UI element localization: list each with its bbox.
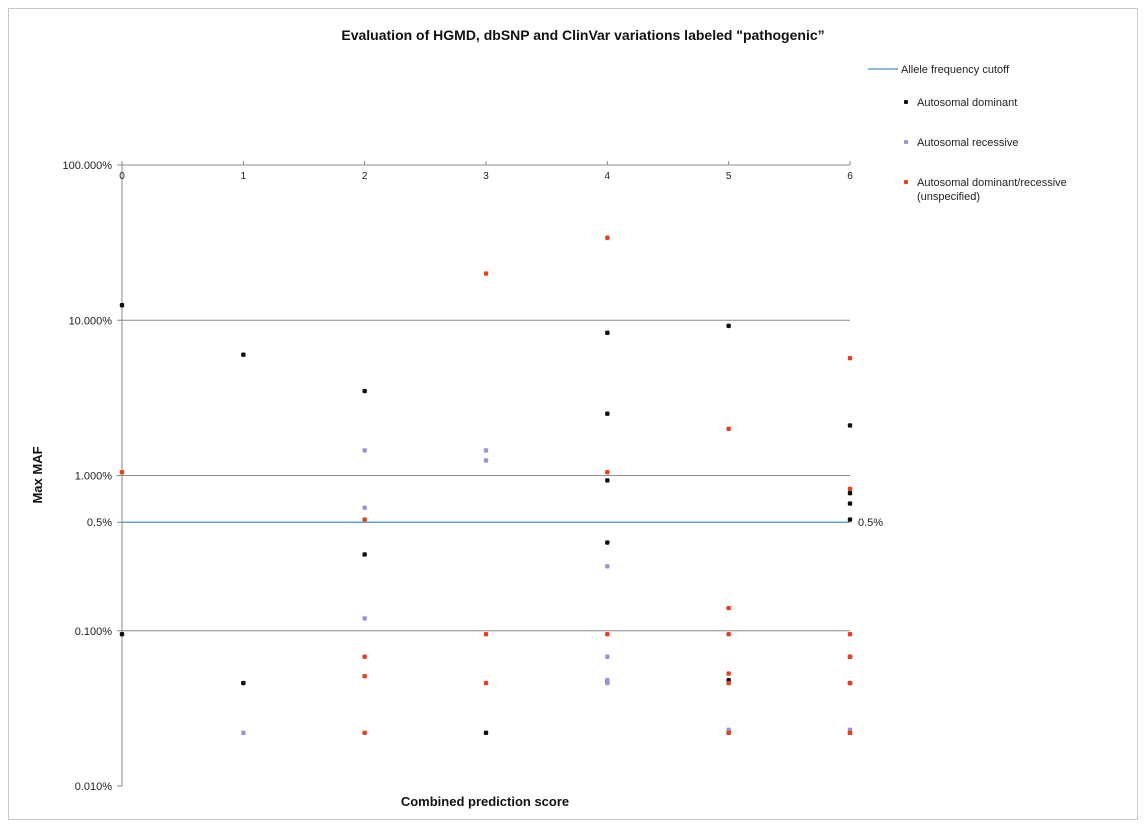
data-point <box>241 680 246 686</box>
data-point <box>847 730 853 736</box>
legend-marker <box>904 100 908 104</box>
data-point <box>726 426 731 431</box>
data-point <box>483 448 489 453</box>
data-point <box>241 352 246 357</box>
x-axis-label: Combined prediction score <box>401 794 569 809</box>
x-tick-label: 0 <box>119 171 125 182</box>
chart-frame <box>8 8 1138 820</box>
data-point <box>362 505 367 510</box>
y-tick-label: 1.000% <box>75 471 113 483</box>
data-point <box>119 303 125 308</box>
legend-label: Autosomal dominant/recessive (unspecified… <box>917 177 1067 203</box>
legend-label: Allele frequency cutoff <box>901 64 1010 76</box>
data-point <box>726 323 731 329</box>
data-point <box>362 552 367 557</box>
data-point <box>605 411 610 416</box>
data-point <box>847 501 853 506</box>
data-point <box>483 271 489 276</box>
data-point <box>362 654 367 659</box>
data-point <box>726 632 731 637</box>
data-point <box>605 235 610 240</box>
legend-label: Autosomal recessive <box>917 137 1019 149</box>
data-point <box>847 486 853 492</box>
data-point <box>605 470 610 475</box>
data-point <box>847 490 853 496</box>
data-point <box>726 605 731 611</box>
data-point <box>362 388 367 394</box>
data-point <box>362 517 367 522</box>
data-point <box>726 671 731 676</box>
legend: Allele frequency cutoff Autosomal dominan… <box>868 64 1067 203</box>
y-tick-labels: 100.000% 10.000% 1.000% 0.5% 0.100% 0.010% <box>62 160 122 793</box>
data-point <box>362 448 367 453</box>
data-point <box>483 730 489 736</box>
x-tick-label: 5 <box>726 171 732 182</box>
y-axis-label: Max MAF <box>30 446 45 503</box>
data-point <box>119 632 125 637</box>
data-point <box>605 330 610 336</box>
data-point <box>483 632 489 637</box>
data-point <box>847 680 853 686</box>
data-point <box>847 517 853 522</box>
y-tick-label: 0.100% <box>75 626 113 638</box>
data-point <box>847 654 853 659</box>
data-point <box>241 730 246 736</box>
data-point <box>605 632 610 637</box>
x-tick-label: 4 <box>605 171 611 182</box>
legend-marker <box>904 140 908 144</box>
data-point <box>847 423 853 428</box>
data-point <box>119 470 125 475</box>
data-point <box>483 458 489 463</box>
data-point <box>483 680 489 686</box>
data-point <box>605 564 610 569</box>
data-point <box>605 680 610 686</box>
y-tick-label: 10.000% <box>69 315 113 327</box>
data-points <box>119 235 853 736</box>
data-point <box>362 673 367 679</box>
data-point <box>362 730 367 736</box>
gridlines <box>122 164 850 632</box>
data-point <box>847 355 853 361</box>
x-tick-label: 2 <box>362 171 368 182</box>
x-tick-label: 6 <box>847 171 853 182</box>
legend-label: Autosomal dominant <box>917 97 1017 109</box>
x-tick-labels: 0 1 2 3 4 5 6 <box>119 161 853 182</box>
x-tick-label: 3 <box>483 171 489 182</box>
cutoff-layer: 0.5% <box>122 517 883 529</box>
y-tick-label: 0.010% <box>75 781 113 793</box>
data-point <box>726 730 731 736</box>
data-point <box>847 632 853 637</box>
data-point <box>605 654 610 659</box>
chart-title: Evaluation of HGMD, dbSNP and ClinVar va… <box>341 27 824 43</box>
data-point <box>605 478 610 483</box>
y-tick-label: 0.5% <box>87 517 112 529</box>
data-point <box>362 616 367 621</box>
y-tick-label: 100.000% <box>62 160 112 172</box>
cutoff-label: 0.5% <box>858 517 883 529</box>
legend-marker <box>904 180 908 184</box>
x-tick-label: 1 <box>241 171 247 182</box>
data-point <box>605 540 610 545</box>
data-point <box>726 680 731 686</box>
